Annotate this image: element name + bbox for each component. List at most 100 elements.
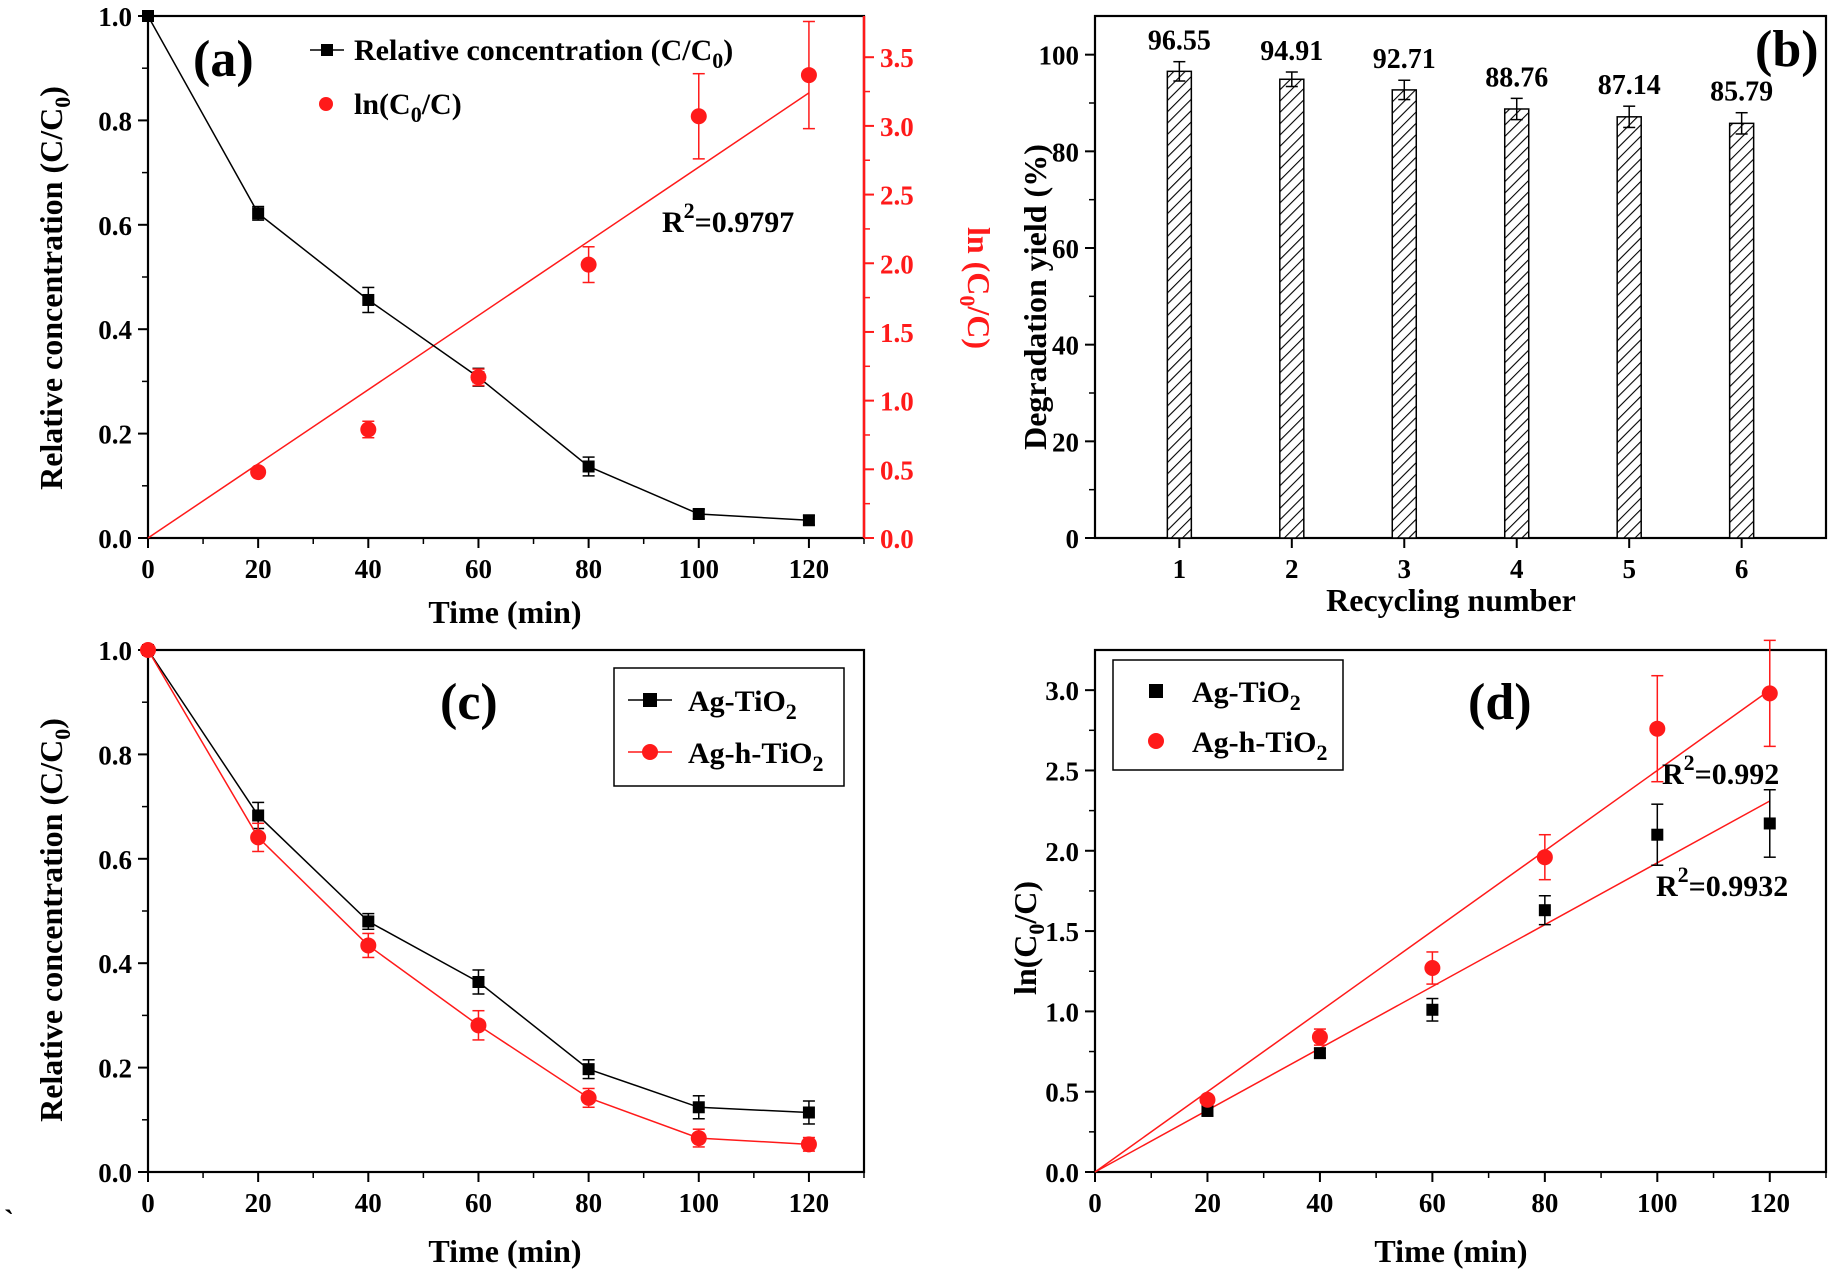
panel-b-bar-value-label: 94.91 — [1260, 36, 1323, 67]
panel-a-x-tick-label: 20 — [245, 554, 272, 584]
panel-d-x-tick-label: 100 — [1637, 1188, 1678, 1218]
panel-d-x-axis-title: Time (min) — [1374, 1233, 1527, 1269]
panel-a-series-ln-point — [800, 67, 817, 84]
panel-a-chart: 0 20 40 60 80 100 120 0.0 0.2 0.4 0.6 0.8 1.0 0.0 0.5 1… — [33, 2, 997, 630]
panel-b-chart: 0 20 40 60 80 100 1 2 3 4 5 6 96.55 94.91 92.71 88.76 8… — [1017, 14, 1828, 618]
panel-d-legend-marker-square — [1149, 684, 1163, 698]
panel-b-x-tick-label: 1 — [1173, 554, 1187, 584]
panel-a-x-axis-title: Time (min) — [428, 594, 581, 630]
panel-a-series-ln-point — [250, 464, 267, 481]
panel-d-x-tick-label: 0 — [1088, 1188, 1102, 1218]
panel-a-y-right-tick-label: 1.5 — [880, 318, 914, 348]
panel-a-y-tick-label: 0.0 — [98, 524, 132, 554]
panel-b-y-tick-label: 80 — [1052, 137, 1079, 167]
panel-a-series-ln-point — [580, 256, 597, 273]
panel-b-bar — [1166, 70, 1193, 539]
panel-d-x-tick-label: 60 — [1419, 1188, 1446, 1218]
panel-c-legend-label-0: Ag-TiO2 — [688, 685, 797, 724]
panel-c-series-ag-h-tio2-point — [250, 829, 267, 846]
panel-d-series-ag-h-tio2-point — [1311, 1029, 1328, 1046]
panel-c-legend: Ag-TiO2 Ag-h-TiO2 — [613, 667, 845, 787]
panel-b-y-tick-label: 0 — [1066, 524, 1080, 554]
panel-a-series-conc-point — [692, 507, 705, 520]
panel-c-x-tick-label: 80 — [575, 1188, 602, 1218]
panel-a-plot-frame — [146, 14, 866, 540]
panel-b-bar — [1279, 78, 1305, 539]
panel-a-x-tick-label: 40 — [355, 554, 382, 584]
panel-c-series-ag-h-tio2-point — [690, 1130, 707, 1147]
panel-b-x-tick-label: 6 — [1735, 554, 1749, 584]
panel-c-series-ag-tio2-point — [582, 1063, 595, 1076]
panel-a-legend-marker-circle — [319, 97, 333, 111]
panel-a-series-conc-point — [362, 293, 375, 306]
panel-c-x-tick-label: 40 — [355, 1188, 382, 1218]
panel-a-x-tick-label: 60 — [465, 554, 492, 584]
panel-a-y-right-tick-label: 3.5 — [880, 43, 914, 73]
panel-b-label: (b) — [1755, 21, 1819, 78]
panel-d-r2-label-1: R2=0.9932 — [1656, 862, 1788, 903]
panel-d-chart: 0 20 40 60 80 100 120 0.0 0.5 1.0 1.5 2.0 2.5 3.0 (d)… — [1007, 639, 1828, 1269]
panel-d-y-tick-label: 1.5 — [1045, 917, 1079, 947]
panel-c-series-ag-h-tio2-point — [140, 642, 156, 658]
panel-d-series-ag-h-tio2-point — [1199, 1091, 1216, 1108]
panel-d-y-tick-label: 1.0 — [1045, 997, 1079, 1027]
panel-a-y-tick-label: 1.0 — [98, 2, 132, 32]
panel-c-series-ag-h-tio2-point — [470, 1017, 487, 1034]
panel-d-legend-marker-circle — [1148, 733, 1164, 749]
stray-backtick-mark: ` — [4, 1204, 14, 1237]
panel-c-series-ag-tio2-point — [472, 975, 485, 988]
panel-c-chart: 0 20 40 60 80 100 120 0.0 0.2 0.4 0.6 0.8 1.0 (c) Ag… — [33, 636, 866, 1269]
panel-a-series-conc-point — [252, 207, 265, 220]
panel-a-legend-marker-square — [321, 44, 333, 56]
panel-a-y-tick-label: 0.4 — [98, 315, 132, 345]
panel-d-fit-line-1 — [1094, 800, 1771, 1173]
panel-d-y-tick-label: 0.5 — [1045, 1078, 1079, 1108]
panel-d-series-ag-tio2-point — [1313, 1047, 1326, 1060]
panel-d-series-ag-h-tio2-point — [1649, 720, 1666, 737]
panel-b-bar — [1616, 116, 1642, 539]
panel-b-x-tick-label: 2 — [1285, 554, 1299, 584]
panel-c-series-ag-h-tio2-point — [360, 937, 377, 954]
panel-d-series-ag-h-tio2-point — [1536, 849, 1553, 866]
panel-a-x-tick-label: 100 — [679, 554, 720, 584]
panel-a-legend: Relative concentration (C/C0) ln(C0/C) — [310, 34, 733, 127]
panel-a-series-ln-point — [470, 369, 487, 386]
panel-d-label: (d) — [1468, 674, 1532, 731]
panel-b-bar — [1391, 89, 1418, 539]
panel-c-x-tick-label: 60 — [465, 1188, 492, 1218]
panel-b-bar — [1503, 108, 1530, 539]
panel-d-legend: Ag-TiO2 Ag-h-TiO2 — [1112, 659, 1344, 771]
panel-b-bar-value-label: 92.71 — [1373, 44, 1436, 75]
panel-b-bar-value-label: 85.79 — [1710, 77, 1773, 108]
panel-d-legend-label-0: Ag-TiO2 — [1192, 676, 1301, 715]
panel-a-y-tick-label: 0.8 — [98, 106, 132, 136]
panel-a-y-right-axis-title: ln (C0/C) — [955, 227, 997, 349]
panel-a-label: (a) — [193, 31, 254, 88]
panel-b-y-axis-title: Degradation yield (%) — [1017, 144, 1053, 450]
panel-c-series-ag-tio2-point — [692, 1101, 705, 1114]
panel-c-series-ag-h-tio2-point — [580, 1089, 597, 1106]
panel-b-y-tick-label: 100 — [1039, 41, 1080, 71]
panel-a-series-conc-point — [582, 460, 595, 473]
panel-a-y-right-tick-label: 3.0 — [880, 112, 914, 142]
panel-a-y-tick-label: 0.6 — [98, 211, 132, 241]
panel-b-bar — [1728, 122, 1755, 539]
panel-c-x-tick-label: 100 — [679, 1188, 720, 1218]
panel-a-y-right-tick-label: 0.0 — [880, 524, 914, 554]
panel-a-y-right-tick-label: 0.5 — [880, 455, 914, 485]
panel-d-x-tick-label: 20 — [1194, 1188, 1221, 1218]
panel-a-x-tick-label: 80 — [575, 554, 602, 584]
panel-a-y-right-tick-label: 2.0 — [880, 249, 914, 279]
panel-c-label: (c) — [440, 674, 498, 731]
panel-c-y-tick-label: 0.2 — [98, 1054, 132, 1084]
panel-c-x-tick-label: 120 — [789, 1188, 830, 1218]
panel-c-x-tick-label: 0 — [141, 1188, 155, 1218]
panel-a-y-axis-title: Relative concentration (C/C0) — [33, 86, 75, 490]
panel-c-series-ag-tio2-point — [252, 809, 265, 822]
panel-d-y-axis-title: ln(C0/C) — [1007, 881, 1049, 995]
panel-c-series-ag-tio2-point — [802, 1106, 815, 1119]
panel-a-series-ln-point — [690, 108, 707, 125]
panel-c-y-tick-label: 0.8 — [98, 740, 132, 770]
panel-a-series-ln-point — [360, 421, 377, 438]
panel-c-y-tick-label: 0.4 — [98, 949, 132, 979]
